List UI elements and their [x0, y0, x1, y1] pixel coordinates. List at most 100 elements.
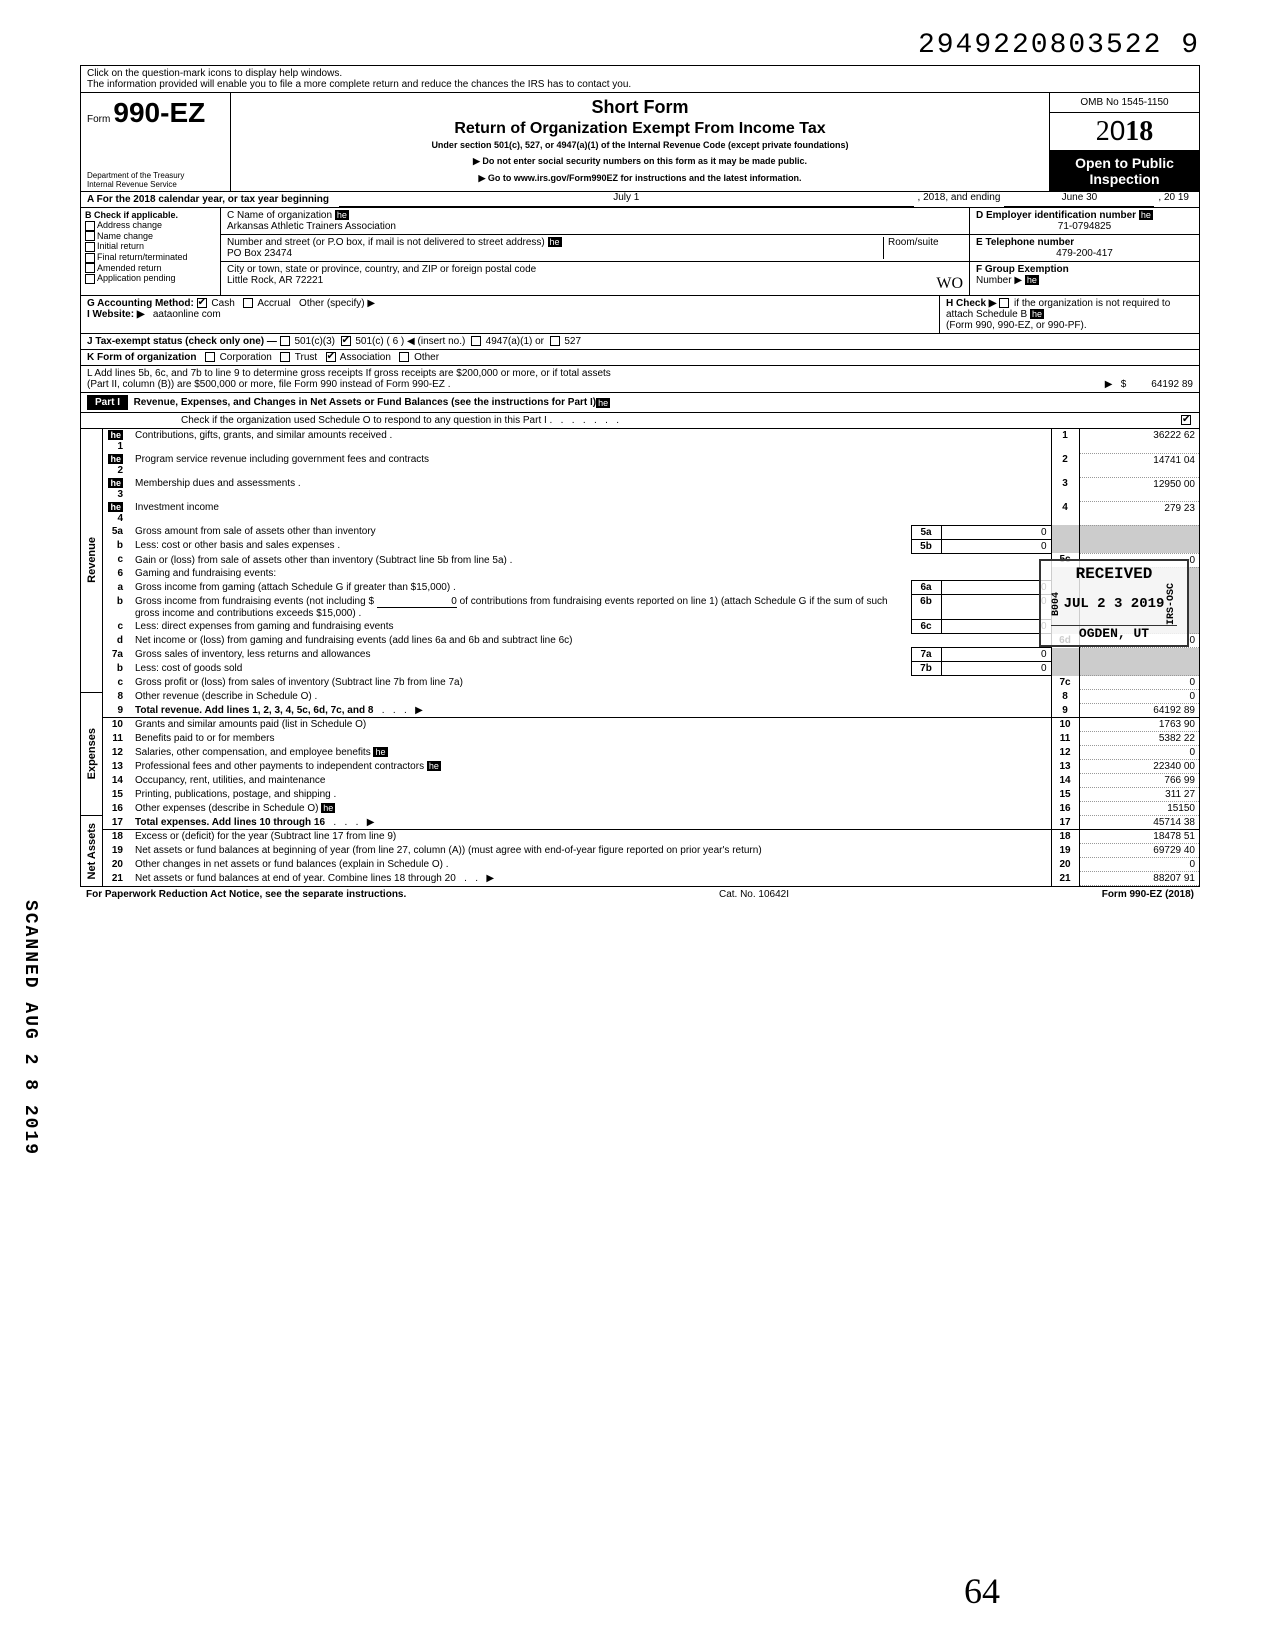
row-j: J Tax-exempt status (check only one) — 5…	[81, 334, 1199, 350]
row-k: K Form of organization Corporation Trust…	[81, 350, 1199, 366]
stamp-loc: OGDEN, UT	[1051, 625, 1177, 641]
part1-check: Check if the organization used Schedule …	[81, 413, 1199, 429]
help-icon[interactable]: he	[335, 210, 349, 220]
line-18: 18Excess or (deficit) for the year (Subt…	[103, 830, 1199, 844]
c-name: Arkansas Athletic Trainers Association	[227, 221, 396, 232]
help-icon[interactable]: he	[1025, 275, 1039, 285]
row-a-mid: , 2018, and ending	[918, 192, 1001, 207]
side-netassets: Net Assets	[86, 823, 98, 879]
l-val: 64192 89	[1151, 379, 1193, 390]
chk-4947[interactable]	[471, 336, 481, 346]
chk-final[interactable]	[85, 253, 95, 263]
d-ein: 71-0794825	[976, 221, 1193, 232]
year-end: June 30	[1004, 192, 1154, 207]
scanned-stamp: SCANNED AUG 2 8 2019	[20, 900, 40, 1156]
f-number: Number ▶	[976, 275, 1022, 286]
help-text: Click on the question-mark icons to disp…	[81, 66, 1199, 93]
line-2: he 2Program service revenue including go…	[103, 453, 1199, 477]
line-1: he 1Contributions, gifts, grants, and si…	[103, 429, 1199, 453]
subtitle: Under section 501(c), 527, or 4947(a)(1)…	[237, 140, 1043, 150]
line-15: 15Printing, publications, postage, and s…	[103, 788, 1199, 802]
form-number: 990-EZ	[113, 97, 205, 128]
chk-501c3[interactable]	[280, 336, 290, 346]
chk-h[interactable]	[999, 298, 1009, 308]
j-insert: 6 ) ◀ (insert no.)	[393, 336, 466, 347]
room-suite: Room/suite	[883, 237, 963, 259]
g-other: Other (specify) ▶	[299, 298, 375, 309]
line-4: he 4Investment income4279 23	[103, 501, 1199, 525]
chk-address[interactable]	[85, 221, 95, 231]
chk-name[interactable]	[85, 231, 95, 241]
lines-wrapper: Revenue Expenses Net Assets he 1Contribu…	[81, 429, 1199, 886]
k-corp: Corporation	[220, 352, 272, 363]
b-addr: Address change	[97, 220, 162, 230]
d-lbl: D Employer identification number	[976, 210, 1136, 221]
dept-line: Department of the TreasuryInternal Reven…	[87, 171, 184, 189]
form-prefix: Form	[87, 114, 110, 125]
part1-header: Part I Revenue, Expenses, and Changes in…	[81, 393, 1199, 413]
chk-amended[interactable]	[85, 263, 95, 273]
line-5a: 5aGross amount from sale of assets other…	[103, 525, 1199, 539]
open-public: Open to PublicInspection	[1050, 151, 1199, 191]
chk-sched-o[interactable]	[1181, 415, 1191, 425]
chk-initial[interactable]	[85, 242, 95, 252]
line-7c: cGross profit or (loss) from sales of in…	[103, 676, 1199, 690]
j-4947: 4947(a)(1) or	[486, 336, 544, 347]
line-7a: 7aGross sales of inventory, less returns…	[103, 648, 1199, 662]
g-lbl: G Accounting Method:	[87, 298, 194, 309]
help-icon[interactable]: he	[1139, 210, 1153, 220]
chk-other[interactable]	[399, 352, 409, 362]
stamp-date: JUL 2 3 2019	[1062, 596, 1166, 612]
line-6a: aGross income from gaming (attach Schedu…	[103, 581, 1199, 595]
e-phone: 479-200-417	[976, 248, 1193, 259]
lines-table: he 1Contributions, gifts, grants, and si…	[103, 429, 1199, 886]
chk-pending[interactable]	[85, 274, 95, 284]
part1-badge: Part I	[87, 395, 128, 410]
chk-cash[interactable]	[197, 298, 207, 308]
line-7b: bLess: cost of goods sold7b0	[103, 662, 1199, 676]
received-stamp: RECEIVED B004 JUL 2 3 2019 IRS-OSC OGDEN…	[1039, 559, 1189, 647]
line-6: 6Gaming and fundraising events:	[103, 567, 1199, 581]
j-501c: 501(c) (	[355, 336, 389, 347]
section-bcdef: B Check if applicable. Address change Na…	[81, 208, 1199, 296]
instr-1: ▶ Do not enter social security numbers o…	[237, 156, 1043, 167]
line-6b: bGross income from fundraising events (n…	[103, 595, 1199, 620]
footer-left: For Paperwork Reduction Act Notice, see …	[86, 889, 406, 900]
row-a: A For the 2018 calendar year, or tax yea…	[81, 192, 1199, 208]
help-line2: The information provided will enable you…	[87, 79, 631, 90]
b-final: Final return/terminated	[97, 252, 188, 262]
line-16: 16Other expenses (describe in Schedule O…	[103, 802, 1199, 816]
chk-trust[interactable]	[280, 352, 290, 362]
l-text2: (Part II, column (B)) are $500,000 or mo…	[87, 379, 450, 390]
k-assoc: Association	[340, 352, 391, 363]
footer-mid: Cat. No. 10642I	[719, 889, 789, 900]
line-13: 13Professional fees and other payments t…	[103, 760, 1199, 774]
b-initial: Initial return	[97, 241, 144, 251]
chk-501c[interactable]	[341, 336, 351, 346]
col-c: C Name of organization he Arkansas Athle…	[221, 208, 969, 295]
chk-corp[interactable]	[205, 352, 215, 362]
i-website: aataonline com	[153, 309, 221, 320]
line-20: 20Other changes in net assets or fund ba…	[103, 858, 1199, 872]
row-a-label: A For the 2018 calendar year, or tax yea…	[87, 194, 329, 205]
stamp-side: IRS-OSC	[1166, 583, 1177, 625]
line-6c: cLess: direct expenses from gaming and f…	[103, 620, 1199, 634]
help-icon[interactable]: he	[596, 398, 610, 408]
chk-accrual[interactable]	[243, 298, 253, 308]
line-5b: bLess: cost or other basis and sales exp…	[103, 539, 1199, 553]
chk-527[interactable]	[550, 336, 560, 346]
chk-assoc[interactable]	[326, 352, 336, 362]
k-lbl: K Form of organization	[87, 352, 196, 363]
line-10: 10Grants and similar amounts paid (list …	[103, 718, 1199, 732]
c-city-lbl: City or town, state or province, country…	[227, 264, 536, 275]
part1-check-txt: Check if the organization used Schedule …	[181, 415, 547, 426]
title-short-form: Short Form	[237, 97, 1043, 118]
c-name-lbl: C Name of organization	[227, 210, 332, 221]
help-icon[interactable]: he	[1030, 309, 1044, 319]
tax-year: 2018	[1050, 113, 1199, 151]
form-container: Click on the question-mark icons to disp…	[80, 65, 1200, 887]
line-3: he 3Membership dues and assessments .312…	[103, 477, 1199, 501]
help-icon[interactable]: he	[548, 237, 562, 247]
line-6d: dNet income or (loss) from gaming and fu…	[103, 634, 1199, 648]
line-12: 12Salaries, other compensation, and empl…	[103, 746, 1199, 760]
